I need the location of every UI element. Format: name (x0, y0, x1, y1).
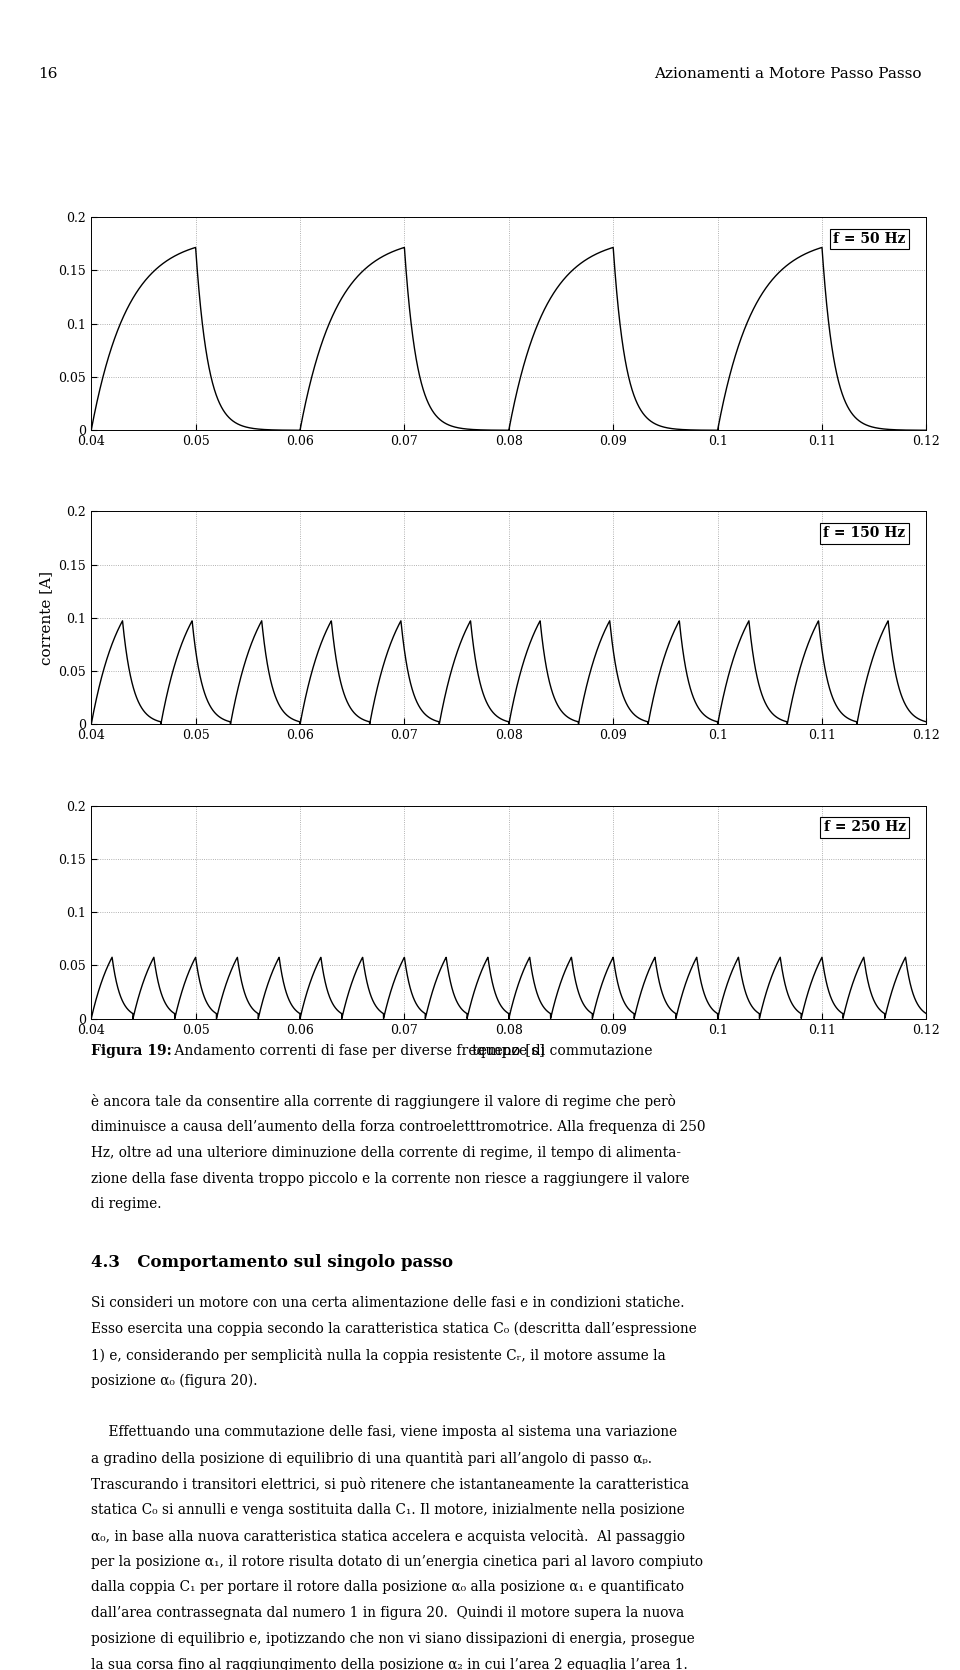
Text: Andamento correnti di fase per diverse frequenze di commutazione: Andamento correnti di fase per diverse f… (170, 1044, 653, 1057)
Text: f = 250 Hz: f = 250 Hz (824, 820, 905, 835)
Text: Hz, oltre ad una ulteriore diminuzione della corrente di regime, il tempo di ali: Hz, oltre ad una ulteriore diminuzione d… (91, 1146, 682, 1159)
Text: di regime.: di regime. (91, 1197, 161, 1211)
Text: statica C₀ si annulli e venga sostituita dalla C₁. Il motore, inizialmente nella: statica C₀ si annulli e venga sostituita… (91, 1503, 684, 1516)
Text: a gradino della posizione di equilibrio di una quantità pari all’angolo di passo: a gradino della posizione di equilibrio … (91, 1451, 652, 1466)
Text: zione della fase diventa troppo piccolo e la corrente non riesce a raggiungere i: zione della fase diventa troppo piccolo … (91, 1172, 689, 1186)
Text: è ancora tale da consentire alla corrente di raggiungere il valore di regime che: è ancora tale da consentire alla corrent… (91, 1094, 676, 1109)
Text: 16: 16 (38, 67, 58, 80)
Text: f = 50 Hz: f = 50 Hz (833, 232, 905, 245)
Text: f = 150 Hz: f = 150 Hz (824, 526, 905, 539)
Text: α₀, in base alla nuova caratteristica statica accelera e acquista velocità.  Al : α₀, in base alla nuova caratteristica st… (91, 1528, 685, 1543)
Y-axis label: corrente [A]: corrente [A] (39, 571, 53, 665)
Text: Effettuando una commutazione delle fasi, viene imposta al sistema una variazione: Effettuando una commutazione delle fasi,… (91, 1425, 678, 1440)
Text: Azionamenti a Motore Passo Passo: Azionamenti a Motore Passo Passo (654, 67, 922, 80)
Text: 1) e, considerando per semplicità nulla la coppia resistente Cᵣ, il motore assum: 1) e, considerando per semplicità nulla … (91, 1348, 666, 1363)
Text: Si consideri un motore con una certa alimentazione delle fasi e in condizioni st: Si consideri un motore con una certa ali… (91, 1296, 684, 1309)
Text: posizione di equilibrio e, ipotizzando che non vi siano dissipazioni di energia,: posizione di equilibrio e, ipotizzando c… (91, 1632, 695, 1647)
Text: Figura 19:: Figura 19: (91, 1044, 172, 1057)
Text: dall’area contrassegnata dal numero 1 in figura 20.  Quindi il motore supera la : dall’area contrassegnata dal numero 1 in… (91, 1607, 684, 1620)
Text: Trascurando i transitori elettrici, si può ritenere che istantaneamente la carat: Trascurando i transitori elettrici, si p… (91, 1476, 689, 1491)
Text: 4.3   Comportamento sul singolo passo: 4.3 Comportamento sul singolo passo (91, 1254, 453, 1271)
X-axis label: tempo [s]: tempo [s] (472, 1044, 545, 1057)
Text: Esso esercita una coppia secondo la caratteristica statica C₀ (descritta dall’es: Esso esercita una coppia secondo la cara… (91, 1321, 697, 1336)
Text: posizione α₀ (figura 20).: posizione α₀ (figura 20). (91, 1373, 257, 1388)
Text: per la posizione α₁, il rotore risulta dotato di un’energia cinetica pari al lav: per la posizione α₁, il rotore risulta d… (91, 1555, 703, 1568)
Text: diminuisce a causa dell’aumento della forza controeletttromotrice. Alla frequenz: diminuisce a causa dell’aumento della fo… (91, 1119, 706, 1134)
Text: la sua corsa fino al raggiungimento della posizione α₂ in cui l’area 2 eguaglia : la sua corsa fino al raggiungimento dell… (91, 1658, 688, 1670)
Text: dalla coppia C₁ per portare il rotore dalla posizione α₀ alla posizione α₁ e qua: dalla coppia C₁ per portare il rotore da… (91, 1580, 684, 1595)
